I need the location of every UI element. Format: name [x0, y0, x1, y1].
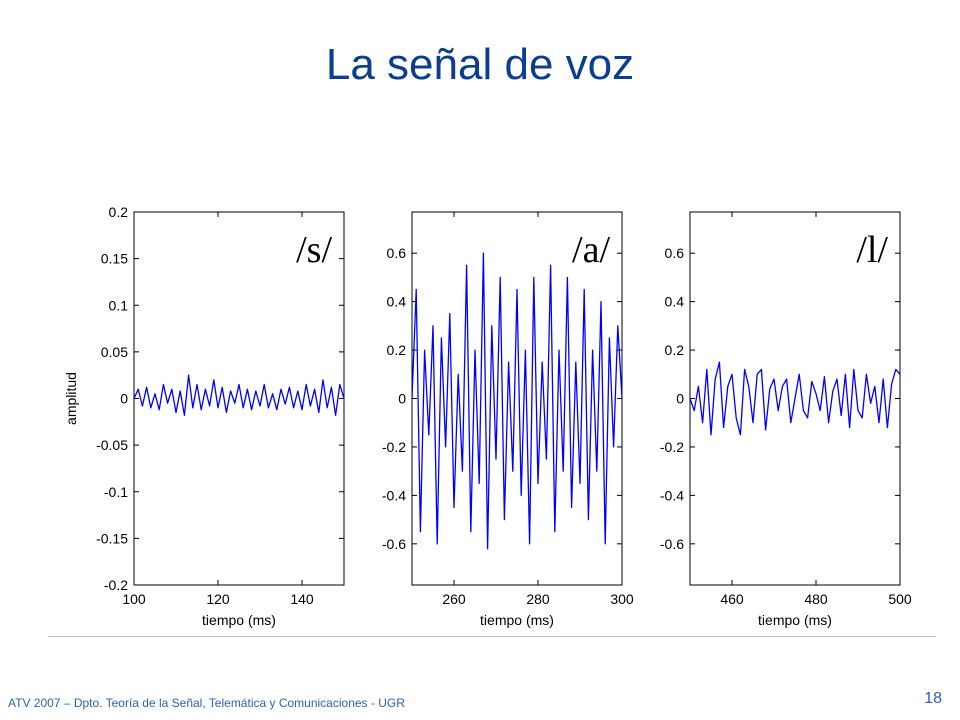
signal-line-l — [689, 361, 901, 436]
x-axis-label-s: tiempo (ms) — [202, 612, 276, 628]
y-tick-label-a: 0.2 — [387, 342, 407, 358]
y-tick-label-a: 0 — [398, 391, 406, 407]
y-tick-label-l: 0 — [676, 391, 684, 407]
x-tick-label-a: 300 — [610, 591, 634, 607]
y-tick-label-l: 0.2 — [665, 342, 685, 358]
x-tick-label-s: 120 — [206, 591, 230, 607]
page-number: 18 — [924, 690, 942, 707]
y-tick-label-s: -0.2 — [104, 577, 128, 593]
y-tick-label-s: 0.1 — [109, 297, 129, 313]
footer-text: ATV 2007 – Dpto. Teoría de la Señal, Tel… — [8, 696, 405, 710]
y-tick-label-l: -0.2 — [660, 439, 684, 455]
x-tick-label-l: 500 — [888, 591, 912, 607]
phoneme-label-s: /s/ — [296, 229, 332, 271]
x-tick-label-l: 460 — [720, 591, 744, 607]
x-tick-label-s: 100 — [122, 591, 146, 607]
y-tick-label-l: 0.6 — [665, 245, 685, 261]
y-tick-label-l: 0.4 — [665, 294, 685, 310]
x-tick-label-a: 260 — [442, 591, 466, 607]
y-tick-label-a: 0.6 — [387, 245, 407, 261]
x-tick-label-a: 280 — [526, 591, 550, 607]
footer-divider — [48, 636, 936, 637]
y-tick-label-l: -0.4 — [660, 487, 684, 503]
phoneme-label-a: /a/ — [572, 229, 610, 271]
y-axis-label-s: amplitud — [63, 372, 79, 425]
x-tick-label-s: 140 — [290, 591, 314, 607]
phoneme-label-l: /l/ — [856, 229, 888, 271]
y-tick-label-s: -0.05 — [96, 437, 128, 453]
y-tick-label-s: 0 — [120, 391, 128, 407]
y-tick-label-s: -0.1 — [104, 484, 128, 500]
x-tick-label-l: 480 — [804, 591, 828, 607]
y-tick-label-s: 0.15 — [101, 251, 128, 267]
signal-line-s — [133, 374, 345, 416]
x-axis-label-a: tiempo (ms) — [480, 612, 554, 628]
y-tick-label-s: 0.05 — [101, 344, 128, 360]
y-tick-label-s: -0.15 — [96, 530, 128, 546]
y-tick-label-s: 0.2 — [109, 204, 129, 220]
y-tick-label-a: 0.4 — [387, 294, 407, 310]
signal-line-a — [411, 252, 623, 550]
slide-title: La señal de voz — [325, 40, 635, 89]
y-tick-label-a: -0.6 — [382, 536, 406, 552]
y-tick-label-a: -0.2 — [382, 439, 406, 455]
y-tick-label-a: -0.4 — [382, 487, 406, 503]
y-tick-label-l: -0.6 — [660, 536, 684, 552]
x-axis-label-l: tiempo (ms) — [758, 612, 832, 628]
